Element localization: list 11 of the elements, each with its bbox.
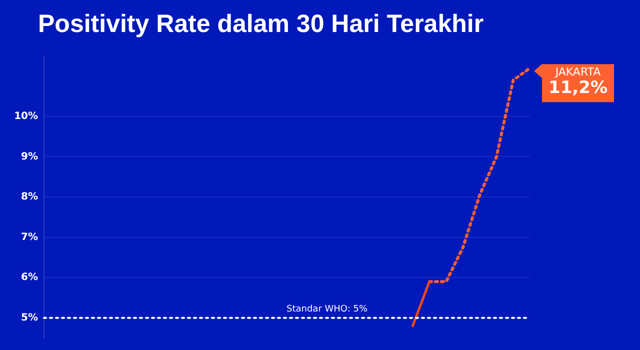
y-tick-label: 9%: [21, 151, 38, 162]
y-tick-label: 7%: [21, 232, 38, 243]
y-tick-label: 6%: [21, 272, 38, 284]
ref-line-label: Standar WHO: 5%: [286, 304, 368, 315]
chart-title: Positivity Rate dalam 30 Hari Terakhir: [38, 10, 484, 39]
y-tick-label: 5%: [21, 312, 38, 324]
text: JAKARTA: [554, 65, 602, 78]
y-tick-label: 8%: [21, 192, 38, 203]
data-label: 11,2%: [548, 78, 608, 98]
line-series: [428, 66, 532, 284]
y-tick-label: 10%: [14, 111, 38, 122]
